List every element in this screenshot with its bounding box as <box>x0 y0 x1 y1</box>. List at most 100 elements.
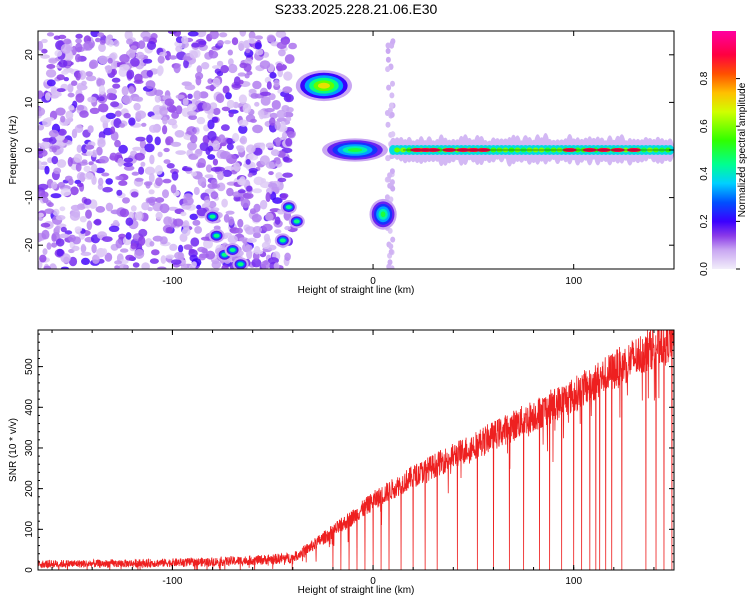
heatmap-noise-cell <box>163 216 173 226</box>
heatmap-noise-cell <box>132 146 142 151</box>
heatmap-noise-cell <box>228 216 235 226</box>
heatmap-noise-cell <box>41 161 48 166</box>
heatmap-noise-cell <box>208 50 219 59</box>
heatmap-noise-cell <box>154 165 163 175</box>
heatmap-noise-cell <box>63 77 69 82</box>
colorbar-tick-label: 0.4 <box>699 166 710 180</box>
heatmap-noise-cell <box>212 158 218 166</box>
heatmap-noise-cell <box>75 53 81 63</box>
heatmap-noise-cell <box>105 178 113 185</box>
y-tick-label: 100 <box>24 521 35 538</box>
heatmap-noise-cell <box>140 31 151 39</box>
heatmap-noise-cell <box>162 189 169 199</box>
heatmap-noise-cell <box>175 94 185 100</box>
heatmap-noise-cell <box>259 155 270 166</box>
heatmap-noise-cell <box>109 152 118 161</box>
y-tick-label: 500 <box>24 358 35 375</box>
heatmap-noise-cell <box>261 241 271 249</box>
heatmap-noise-cell <box>45 117 55 122</box>
heatmap-noise-cell <box>85 71 93 77</box>
heatmap-faint-cell <box>385 48 391 54</box>
heatmap-noise-cell <box>45 69 57 78</box>
heatmap-noise-cell <box>58 128 67 136</box>
heatmap-noise-cell <box>116 175 124 181</box>
heatmap-noise-cell <box>118 180 128 186</box>
heatmap-faint-cell <box>387 259 393 266</box>
heatmap-noise-cell <box>67 83 74 93</box>
heatmap-noise-cell <box>220 151 231 160</box>
x-tick-label: -100 <box>162 576 182 587</box>
heatmap-noise-cell <box>132 96 143 102</box>
heatmap-noise-cell <box>166 163 175 169</box>
heatmap-noise-cell <box>286 116 292 122</box>
y-tick-label: 20 <box>24 49 35 61</box>
heatmap-noise-cell <box>187 93 193 100</box>
heatmap-noise-cell <box>203 239 213 249</box>
heatmap-noise-cell <box>134 249 145 259</box>
heatmap-noise-cell <box>96 146 103 156</box>
heatmap-noise-cell <box>209 31 219 40</box>
heatmap-noise-cell <box>130 191 139 198</box>
heatmap-noise-cell <box>250 118 257 123</box>
heatmap-noise-cell <box>40 141 51 149</box>
heatmap-noise-cell <box>280 193 288 201</box>
heatmap-faint-cell <box>390 38 396 45</box>
heatmap-noise-cell <box>198 40 207 45</box>
heatmap-noise-cell <box>155 211 163 220</box>
heatmap-noise-cell <box>207 130 217 141</box>
heatmap-noise-cell <box>238 119 249 127</box>
heatmap-noise-cell <box>188 248 195 254</box>
heatmap-noise-cell <box>95 37 101 43</box>
heatmap-noise-cell <box>226 187 234 197</box>
heatmap-noise-cell <box>243 63 252 72</box>
heatmap-noise-cell <box>68 234 76 242</box>
heatmap-noise-cell <box>55 238 65 247</box>
colorbar-tick-label: 0.2 <box>699 214 710 228</box>
heatmap-noise-cell <box>275 136 281 147</box>
heatmap-noise-cell <box>55 92 62 97</box>
heatmap-noise-cell <box>209 102 218 110</box>
heatmap-noise-cell <box>56 74 65 81</box>
heatmap-noise-cell <box>258 109 265 120</box>
heatmap-noise-cell <box>48 129 59 138</box>
heatmap-noise-cell <box>275 159 281 165</box>
heatmap-noise-cell <box>265 192 271 203</box>
heatmap-noise-cell <box>105 65 113 74</box>
heatmap-noise-cell <box>196 116 206 125</box>
heatmap-noise-cell <box>159 51 168 57</box>
heatmap-noise-cell <box>104 252 113 262</box>
y-tick-label: 0 <box>24 147 35 153</box>
heatmap-noise-cell <box>110 209 122 215</box>
heatmap-noise-cell <box>268 93 276 101</box>
heatmap-noise-cell <box>60 115 66 123</box>
heatmap-noise-cell <box>253 232 261 239</box>
heatmap-noise-cell <box>110 126 116 134</box>
heatmap-noise-cell <box>269 112 278 119</box>
heatmap-noise-cell <box>145 80 156 90</box>
heatmap-noise-cell <box>207 183 218 189</box>
heatmap-noise-cell <box>149 154 155 165</box>
colorbar-tick-label: 0.0 <box>699 262 710 276</box>
heatmap-noise-cell <box>275 172 283 180</box>
y-tick-label: 0 <box>24 567 35 573</box>
heatmap-noise-cell <box>54 225 61 231</box>
colorbar: 0.0 0.2 0.4 0.6 0.8 Normalized spectral ampl… <box>699 31 748 276</box>
heatmap-noise-cell <box>181 35 189 45</box>
heatmap-noise-cell <box>40 54 50 59</box>
heatmap-noise-cell <box>180 211 187 217</box>
heatmap-noise-cell <box>281 131 288 140</box>
heatmap-noise-cell <box>75 162 82 172</box>
heatmap-noise-cell <box>105 112 116 120</box>
heatmap-noise-cell <box>60 226 67 233</box>
heatmap-noise-cell <box>260 91 271 97</box>
colorbar-tick-label: 0.8 <box>699 71 710 85</box>
heatmap-noise-cell <box>79 110 89 118</box>
heatmap-noise-cell <box>157 55 165 64</box>
heatmap-noise-cell <box>150 115 162 120</box>
heatmap-noise-cell <box>216 60 224 67</box>
heatmap-noise-cell <box>222 169 233 177</box>
heatmap-noise-cell <box>237 218 244 228</box>
heatmap-center-blob <box>347 148 363 152</box>
heatmap-noise-cell <box>204 174 214 179</box>
